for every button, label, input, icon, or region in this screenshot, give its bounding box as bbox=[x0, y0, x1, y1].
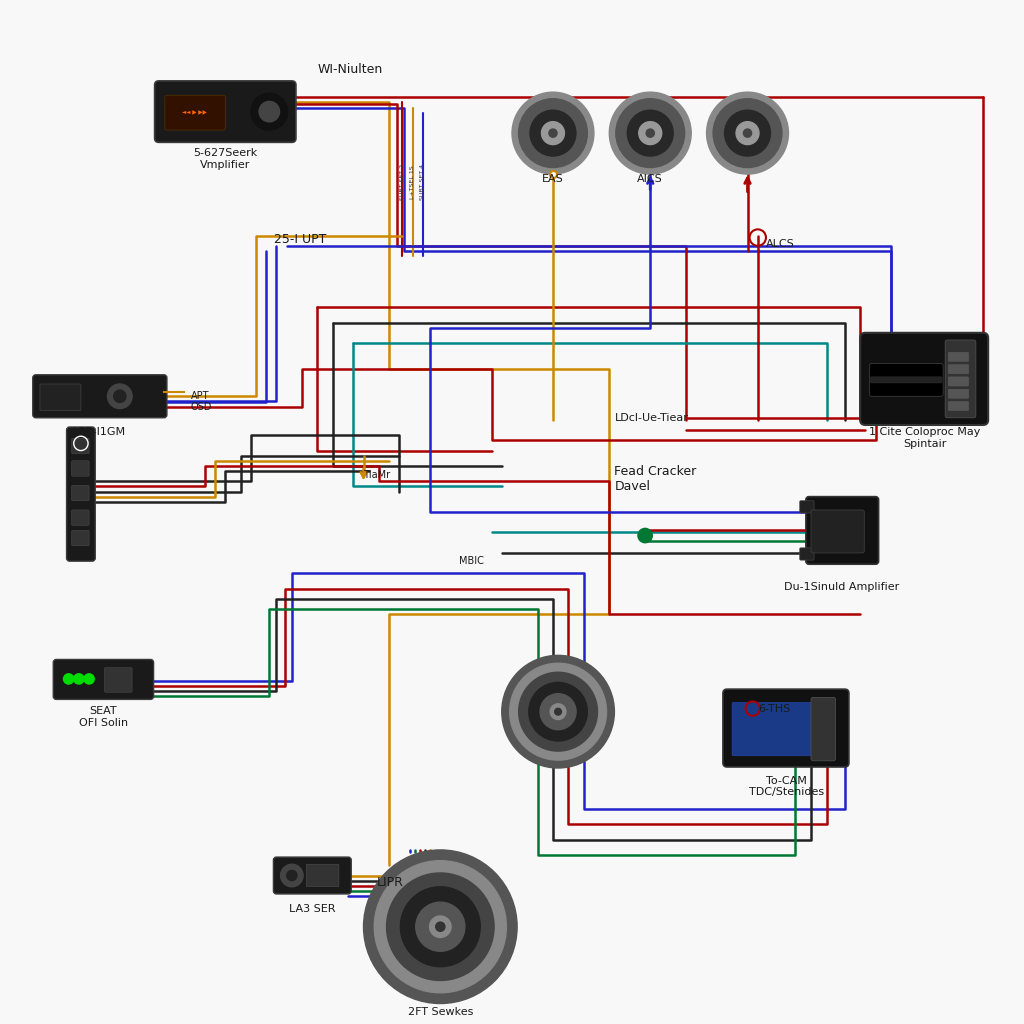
Text: EAS: EAS bbox=[542, 174, 564, 184]
Text: Du-1Sinuld Amplifier: Du-1Sinuld Amplifier bbox=[784, 582, 899, 592]
FancyBboxPatch shape bbox=[948, 389, 969, 398]
FancyBboxPatch shape bbox=[72, 438, 89, 454]
FancyBboxPatch shape bbox=[165, 95, 225, 130]
FancyBboxPatch shape bbox=[811, 510, 864, 553]
Text: To-CAM
TDC/Stenides: To-CAM TDC/Stenides bbox=[749, 775, 824, 798]
Text: TlaMr: TlaMr bbox=[364, 470, 390, 480]
Text: 2FT Sewkes: 2FT Sewkes bbox=[408, 1007, 473, 1017]
Circle shape bbox=[364, 850, 517, 1004]
Text: ALCS: ALCS bbox=[766, 239, 795, 249]
Circle shape bbox=[502, 655, 614, 768]
Circle shape bbox=[646, 129, 654, 137]
Circle shape bbox=[287, 870, 297, 881]
Circle shape bbox=[639, 122, 662, 144]
Circle shape bbox=[725, 111, 770, 156]
Circle shape bbox=[736, 122, 759, 144]
Text: LPB-I1GM: LPB-I1GM bbox=[73, 427, 126, 437]
FancyBboxPatch shape bbox=[806, 497, 879, 564]
Circle shape bbox=[375, 860, 506, 993]
FancyBboxPatch shape bbox=[40, 384, 81, 411]
Text: L+TSEL 1S: L+TSEL 1S bbox=[411, 166, 415, 199]
FancyBboxPatch shape bbox=[33, 375, 167, 418]
Circle shape bbox=[436, 922, 444, 932]
Circle shape bbox=[638, 528, 652, 543]
Circle shape bbox=[518, 98, 588, 168]
Text: LDcl-Ue-Tiear: LDcl-Ue-Tiear bbox=[614, 413, 688, 423]
FancyBboxPatch shape bbox=[723, 689, 849, 767]
Text: ◄◄ ▶ ▶▶: ◄◄ ▶ ▶▶ bbox=[182, 111, 207, 115]
Circle shape bbox=[84, 674, 94, 684]
FancyBboxPatch shape bbox=[72, 461, 89, 476]
Text: WI-Niulten: WI-Niulten bbox=[317, 63, 383, 76]
Circle shape bbox=[628, 111, 673, 156]
Circle shape bbox=[713, 98, 782, 168]
FancyBboxPatch shape bbox=[948, 377, 969, 386]
Text: LIPR: LIPR bbox=[377, 877, 403, 889]
FancyBboxPatch shape bbox=[800, 501, 814, 513]
Circle shape bbox=[528, 682, 588, 741]
Text: APT
OSD: APT OSD bbox=[190, 390, 212, 413]
Circle shape bbox=[743, 129, 752, 137]
FancyBboxPatch shape bbox=[67, 427, 95, 561]
FancyBboxPatch shape bbox=[306, 864, 339, 887]
Circle shape bbox=[707, 92, 788, 174]
Text: LA3 SER: LA3 SER bbox=[289, 904, 336, 914]
Circle shape bbox=[400, 887, 480, 967]
Circle shape bbox=[512, 92, 594, 174]
FancyBboxPatch shape bbox=[72, 530, 89, 546]
FancyBboxPatch shape bbox=[732, 702, 814, 756]
Circle shape bbox=[281, 864, 303, 887]
Circle shape bbox=[510, 664, 606, 760]
Circle shape bbox=[542, 122, 564, 144]
FancyBboxPatch shape bbox=[869, 364, 943, 396]
FancyBboxPatch shape bbox=[860, 333, 988, 425]
FancyBboxPatch shape bbox=[72, 485, 89, 501]
FancyBboxPatch shape bbox=[811, 697, 836, 761]
Circle shape bbox=[416, 902, 465, 951]
FancyBboxPatch shape bbox=[53, 659, 154, 699]
FancyBboxPatch shape bbox=[948, 365, 969, 374]
Circle shape bbox=[74, 674, 84, 684]
Circle shape bbox=[108, 384, 132, 409]
Circle shape bbox=[430, 915, 451, 938]
FancyBboxPatch shape bbox=[948, 401, 969, 411]
Text: SEAT
OFI Solin: SEAT OFI Solin bbox=[79, 706, 128, 728]
FancyBboxPatch shape bbox=[945, 340, 976, 418]
Circle shape bbox=[387, 872, 494, 981]
Text: SUBT SET 2: SUBT SET 2 bbox=[400, 164, 404, 201]
Text: 1 Cite Coloproc May
Spintair: 1 Cite Coloproc May Spintair bbox=[869, 427, 980, 450]
FancyBboxPatch shape bbox=[155, 81, 296, 142]
FancyBboxPatch shape bbox=[948, 352, 969, 361]
Circle shape bbox=[609, 92, 691, 174]
Circle shape bbox=[530, 111, 575, 156]
Circle shape bbox=[259, 101, 280, 122]
Circle shape bbox=[615, 98, 685, 168]
Circle shape bbox=[540, 693, 577, 730]
Circle shape bbox=[114, 390, 126, 402]
FancyBboxPatch shape bbox=[870, 377, 942, 383]
Text: SUBT SET 4: SUBT SET 4 bbox=[421, 164, 425, 201]
Text: MBIC: MBIC bbox=[459, 556, 483, 566]
Text: 25-I UPT: 25-I UPT bbox=[274, 233, 327, 246]
FancyBboxPatch shape bbox=[273, 857, 351, 894]
FancyBboxPatch shape bbox=[800, 548, 814, 560]
Circle shape bbox=[63, 674, 74, 684]
Circle shape bbox=[251, 93, 288, 130]
Text: AICS: AICS bbox=[637, 174, 664, 184]
Circle shape bbox=[550, 703, 566, 720]
Circle shape bbox=[555, 709, 561, 715]
Text: Fead Cracker
Davel: Fead Cracker Davel bbox=[614, 465, 696, 494]
Circle shape bbox=[519, 673, 598, 752]
FancyBboxPatch shape bbox=[104, 668, 132, 692]
Text: 6-THS: 6-THS bbox=[758, 703, 790, 714]
Text: 5-627Seerk
Vmplifier: 5-627Seerk Vmplifier bbox=[194, 147, 257, 170]
Circle shape bbox=[549, 129, 557, 137]
FancyBboxPatch shape bbox=[72, 510, 89, 525]
